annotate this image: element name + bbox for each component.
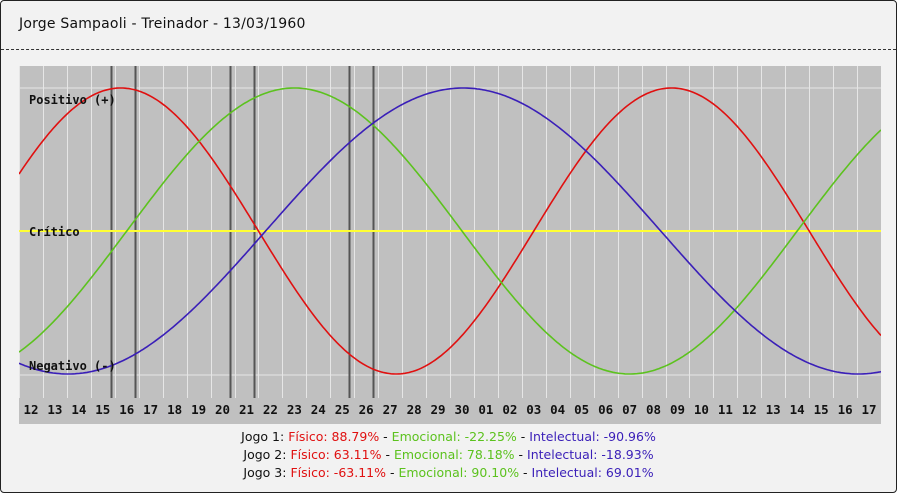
series-line-físico [19, 87, 881, 375]
series-line-emocional [19, 87, 881, 375]
x-tick-label: 02 [502, 402, 517, 417]
x-tick-label: 14 [790, 402, 805, 417]
x-tick-label: 08 [646, 402, 661, 417]
fisico-value: Físico: 88.79% [288, 429, 380, 444]
x-tick-label: 30 [454, 402, 469, 417]
x-tick-label: 13 [766, 402, 781, 417]
x-tick-label: 14 [71, 402, 86, 417]
x-tick-label: 21 [239, 402, 254, 417]
page-title: Jorge Sampaoli - Treinador - 13/03/1960 [19, 16, 306, 32]
x-tick-label: 11 [718, 402, 733, 417]
game-1-line: Jogo 1: Físico: 88.79% - Emocional: -22.… [1, 428, 896, 446]
positive-label: Positivo (+) [29, 93, 116, 107]
x-tick-label: 29 [430, 402, 445, 417]
emocional-value: Emocional: 78.18% [393, 447, 515, 462]
x-tick-label: 15 [95, 402, 110, 417]
x-tick-label: 06 [598, 402, 613, 417]
separator: - [519, 465, 532, 480]
intelectual-value: Intelectual: 69.01% [531, 465, 654, 480]
emocional-value: Emocional: 90.10% [398, 465, 520, 480]
x-tick-label: 12 [23, 402, 38, 417]
x-tick-label: 16 [838, 402, 853, 417]
x-tick-label: 16 [119, 402, 134, 417]
emocional-value: Emocional: -22.25% [391, 429, 517, 444]
x-tick-label: 28 [407, 402, 422, 417]
x-tick-label: 27 [383, 402, 398, 417]
x-tick-label: 17 [143, 402, 158, 417]
intelectual-value: Intelectual: -90.96% [529, 429, 656, 444]
x-tick-label: 23 [287, 402, 302, 417]
separator: - [385, 465, 399, 480]
game-label: Jogo 1: [241, 429, 285, 444]
x-tick-label: 25 [335, 402, 350, 417]
game-label: Jogo 3: [243, 465, 287, 480]
x-tick-label: 19 [191, 402, 206, 417]
x-tick-label: 18 [167, 402, 182, 417]
x-tick-label: 01 [478, 402, 493, 417]
x-tick-label: 24 [311, 402, 326, 417]
games-legend: Jogo 1: Físico: 88.79% - Emocional: -22.… [1, 428, 896, 482]
x-tick-label: 09 [670, 402, 685, 417]
x-tick-label: 26 [359, 402, 374, 417]
separator: - [379, 429, 392, 444]
series-line-intelectual [19, 87, 881, 375]
x-tick-label: 07 [622, 402, 637, 417]
x-tick-label: 22 [263, 402, 278, 417]
intelectual-value: Intelectual: -18.93% [527, 447, 654, 462]
separator: - [514, 447, 528, 462]
x-tick-label: 03 [526, 402, 541, 417]
negative-label: Negativo (-) [29, 359, 116, 373]
x-tick-label: 04 [550, 402, 565, 417]
x-tick-label: 12 [742, 402, 757, 417]
x-tick-label: 15 [814, 402, 829, 417]
game-3-line: Jogo 3: Físico: -63.11% - Emocional: 90.… [1, 464, 896, 482]
panel-header: Jorge Sampaoli - Treinador - 13/03/1960 [1, 1, 896, 50]
game-label: Jogo 2: [243, 447, 287, 462]
separator: - [381, 447, 394, 462]
game-2-line: Jogo 2: Físico: 63.11% - Emocional: 78.1… [1, 446, 896, 464]
x-tick-label: 05 [574, 402, 589, 417]
x-tick-label: 17 [861, 402, 876, 417]
fisico-value: Físico: -63.11% [290, 465, 386, 480]
critical-label: Crítico [29, 225, 80, 239]
biorhythm-chart: Positivo (+) Crítico Negativo (-) 12 13 14 15 1… [19, 66, 881, 424]
separator: - [516, 429, 530, 444]
fisico-value: Físico: 63.11% [290, 447, 382, 462]
x-tick-label: 20 [215, 402, 230, 417]
x-tick-label: 13 [47, 402, 62, 417]
x-axis-band [19, 398, 881, 424]
x-tick-label: 10 [694, 402, 709, 417]
